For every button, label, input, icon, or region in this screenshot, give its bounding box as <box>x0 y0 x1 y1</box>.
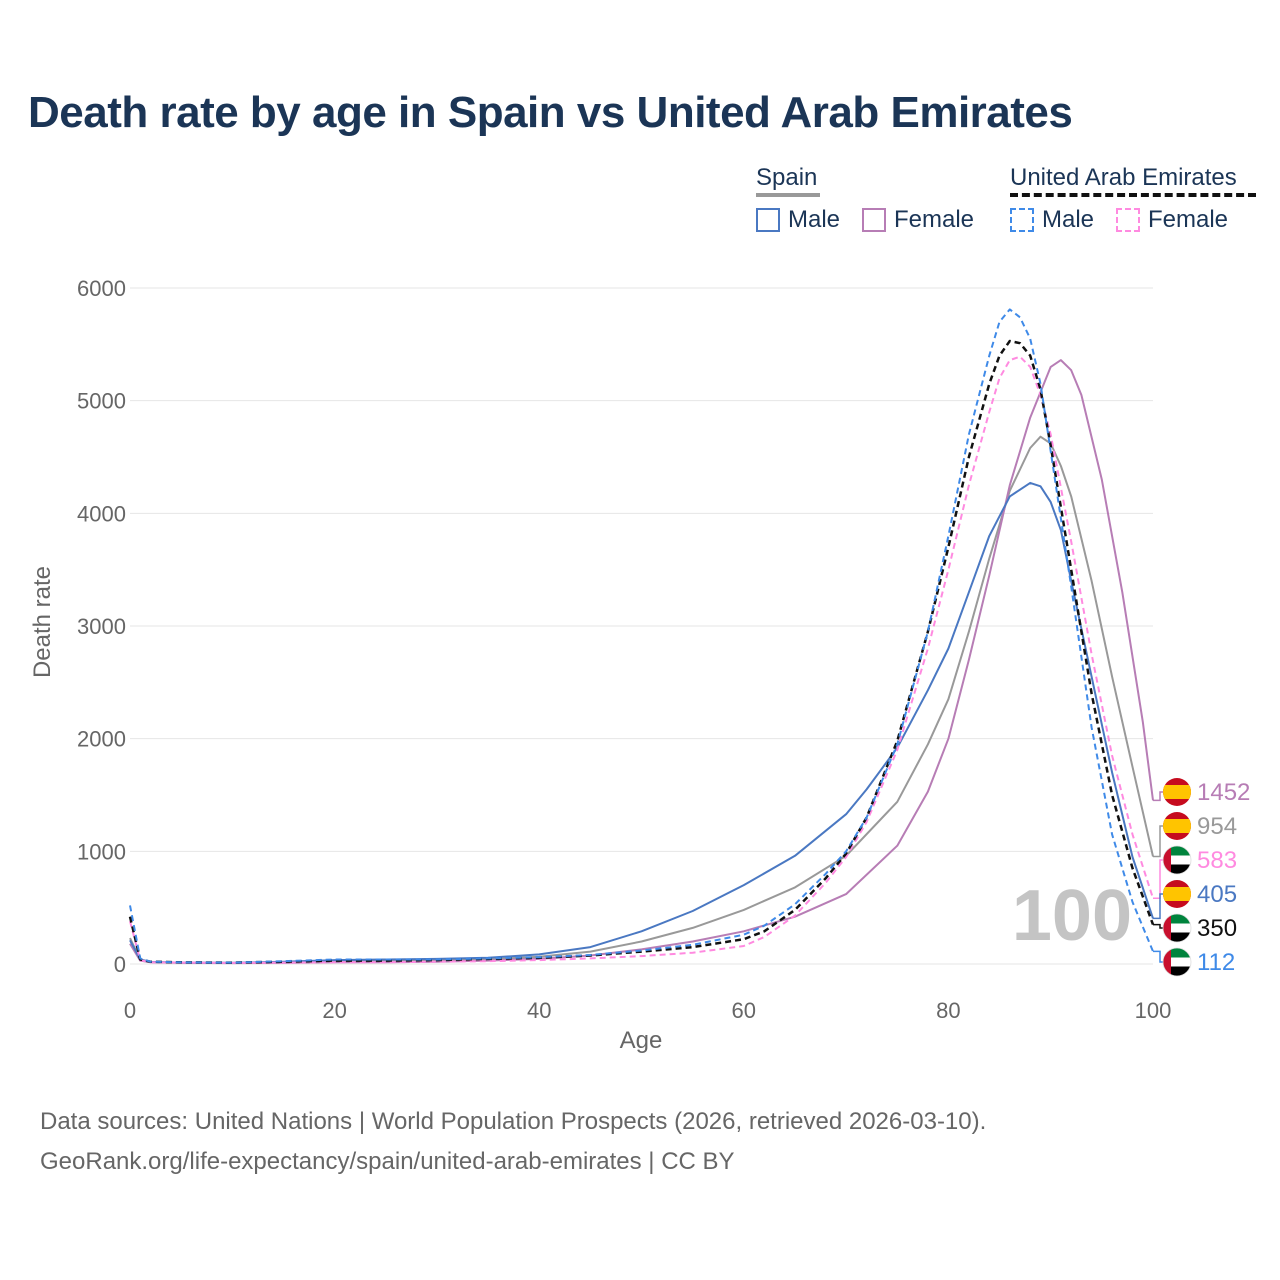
flag-uae-green <box>1163 914 1191 924</box>
series-line-uae-total <box>128 339 1155 964</box>
end-labels: 1452 954 583 405 350 112 <box>1153 778 1250 977</box>
flag-uae-red <box>1163 914 1171 942</box>
flag-uae-black <box>1163 932 1191 942</box>
footer-source: Data sources: United Nations | World Pop… <box>40 1108 987 1135</box>
y-tick-label: 0 <box>114 952 126 977</box>
y-tick-label: 1000 <box>77 839 126 864</box>
legend-uae-line <box>1010 193 1256 197</box>
legend-uae-male-swatch <box>1010 208 1034 232</box>
x-tick-label: 80 <box>936 998 960 1023</box>
legend-spain-female-label: Female <box>894 206 975 233</box>
flag-uae-icon <box>1162 913 1192 943</box>
flag-uae-red <box>1163 846 1171 874</box>
legend-spain-female[interactable]: Female <box>862 206 974 234</box>
y-tick-label: 6000 <box>77 276 126 301</box>
legend-spain-male-label: Male <box>788 206 841 233</box>
flag-uae-outline <box>1162 947 1192 977</box>
legend-spain-female-swatch <box>862 208 886 232</box>
end-label-value: 1452 <box>1197 779 1250 806</box>
legend-spain-male-swatch <box>756 208 780 232</box>
end-label-value: 350 <box>1197 915 1237 942</box>
series-line-spain-female <box>129 359 1154 965</box>
flag-uae-outline <box>1162 913 1192 943</box>
footer-credit[interactable]: GeoRank.org/life-expectancy/spain/united… <box>40 1148 735 1175</box>
flag-uae-green <box>1163 846 1191 856</box>
series-line-uae-female <box>129 355 1154 964</box>
legend-uae-female-label: Female <box>1148 206 1229 233</box>
flag-uae-black <box>1163 966 1191 976</box>
x-tick-label: 60 <box>732 998 756 1023</box>
x-tick-label: 100 <box>1135 998 1172 1023</box>
legend-uae-title: United Arab Emirates <box>1010 164 1237 191</box>
legend-spain-title: Spain <box>756 164 818 191</box>
flag-uae-black <box>1163 864 1191 874</box>
x-tick-label: 0 <box>124 998 136 1023</box>
y-tick-label: 3000 <box>77 614 126 639</box>
series-line-spain-male <box>129 481 1154 964</box>
death-rate-chart: Death rate Age 0100020003000400050006000… <box>29 276 1250 1054</box>
age-watermark: 100 <box>1012 876 1132 956</box>
flag-uae-red <box>1163 948 1171 976</box>
series-line-uae-male <box>129 308 1154 964</box>
flag-spain-icon <box>1163 880 1191 908</box>
flag-spain-yellow <box>1163 785 1191 799</box>
flag-uae-outline <box>1162 845 1192 875</box>
x-tick-label: 40 <box>527 998 551 1023</box>
legend-uae-female[interactable]: Female <box>1116 206 1228 234</box>
end-label-value: 583 <box>1197 847 1237 874</box>
legend-spain-male[interactable]: Male <box>756 206 840 234</box>
flag-uae-icon <box>1162 947 1192 977</box>
flag-spain-yellow <box>1163 819 1191 833</box>
flag-spain-icon <box>1163 812 1191 840</box>
flag-spain-yellow <box>1163 887 1191 901</box>
x-axis-label: Age <box>620 1027 663 1054</box>
legend-spain-line <box>756 193 820 197</box>
legend-uae-male-label: Male <box>1042 206 1095 233</box>
flag-uae-icon <box>1162 845 1192 875</box>
flag-uae-green <box>1163 948 1191 958</box>
chart-title: Death rate by age in Spain vs United Ara… <box>28 88 1073 137</box>
y-tick-label: 4000 <box>77 501 126 526</box>
y-tick-label: 2000 <box>77 727 126 752</box>
x-tick-label: 20 <box>322 998 346 1023</box>
grid-lines <box>130 287 1153 965</box>
series-lines <box>128 308 1155 965</box>
axes: Death rate Age 0100020003000400050006000… <box>29 276 1171 1054</box>
end-label-value: 405 <box>1197 881 1237 908</box>
end-label-value: 112 <box>1197 949 1235 976</box>
legend-uae-male[interactable]: Male <box>1010 206 1094 234</box>
y-tick-label: 5000 <box>77 389 126 414</box>
end-label-value: 954 <box>1197 813 1237 840</box>
legend-uae-female-swatch <box>1116 208 1140 232</box>
y-axis-label: Death rate <box>29 566 56 678</box>
flag-spain-icon <box>1163 778 1191 806</box>
